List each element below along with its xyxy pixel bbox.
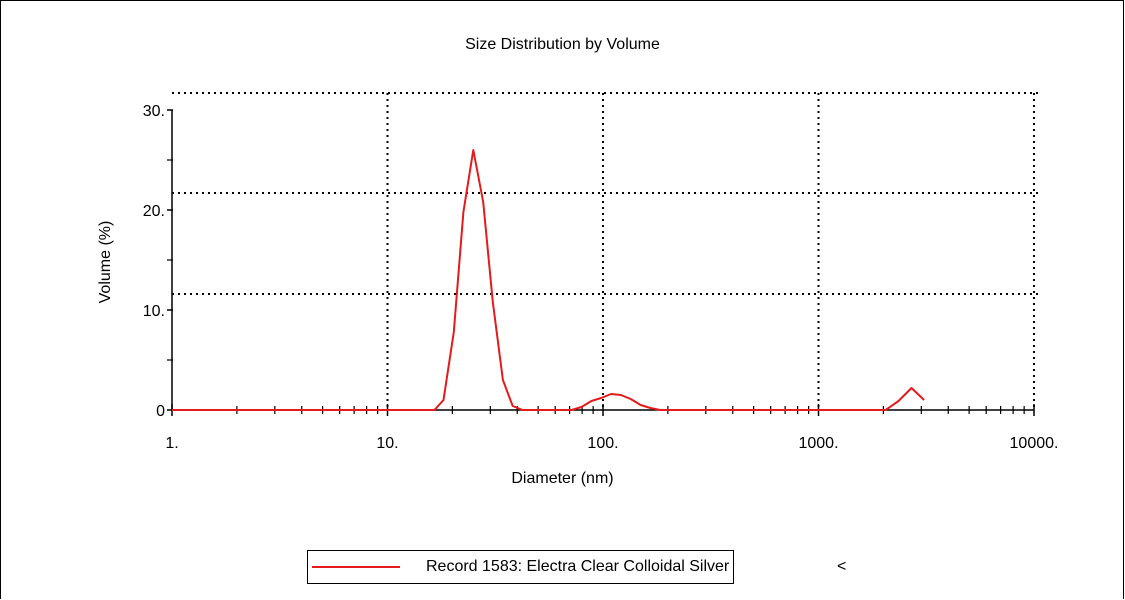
x-axis-label: Diameter (nm) (511, 470, 614, 487)
x-tick-label: 1000. (798, 435, 838, 452)
axes: 1. 10. 100. 1000. 10000. 0 10. 20. 30. (143, 103, 1059, 452)
y-tick-label: 0 (156, 403, 165, 420)
x-tick-label: 1. (165, 435, 178, 452)
y-tick-label: 30. (143, 103, 165, 120)
series-layer (172, 149, 925, 411)
y-tick-label: 20. (143, 203, 165, 220)
legend-swatch (312, 566, 400, 568)
legend-trailing-mark: < (837, 558, 847, 575)
grid (172, 92, 1042, 410)
legend: Record 1583: Electra Clear Colloidal Sil… (307, 550, 735, 584)
x-tick-label: 10. (376, 435, 398, 452)
legend-label: Record 1583: Electra Clear Colloidal Sil… (426, 558, 730, 575)
chart-title: Size Distribution by Volume (465, 36, 660, 53)
x-tick-label: 100. (587, 435, 618, 452)
y-tick-label: 10. (143, 303, 165, 320)
series-line (172, 149, 925, 411)
x-tick-label: 10000. (1010, 435, 1059, 452)
